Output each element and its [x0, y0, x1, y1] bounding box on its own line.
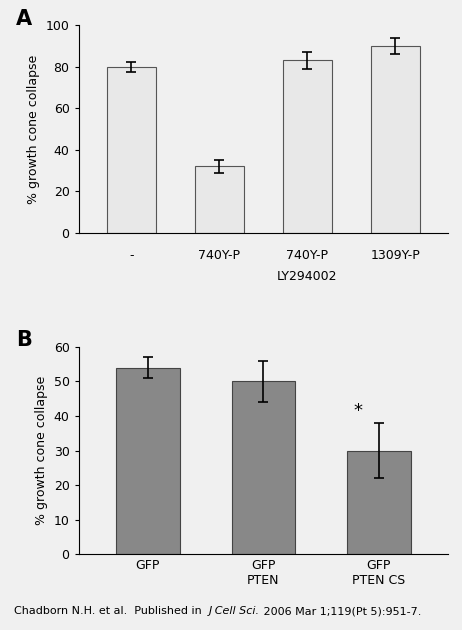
Bar	[195, 166, 243, 232]
Y-axis label: % growth cone collapse: % growth cone collapse	[27, 54, 40, 203]
Text: B: B	[16, 330, 31, 350]
Text: *: *	[353, 401, 363, 420]
Bar	[283, 60, 332, 232]
Text: 2006 Mar 1;119(Pt 5):951-7.: 2006 Mar 1;119(Pt 5):951-7.	[260, 606, 421, 616]
Bar	[371, 46, 419, 232]
Bar	[107, 67, 156, 232]
Text: Chadborn N.H. et al.  Published in: Chadborn N.H. et al. Published in	[14, 606, 209, 616]
Text: 740Y-P: 740Y-P	[198, 249, 240, 262]
Bar	[116, 368, 180, 554]
Text: A: A	[16, 9, 32, 28]
Text: 740Y-P: 740Y-P	[286, 249, 328, 262]
Text: LY294002: LY294002	[277, 270, 338, 283]
Text: 1309Y-P: 1309Y-P	[371, 249, 420, 262]
Text: J Cell Sci.: J Cell Sci.	[209, 606, 260, 616]
Bar	[231, 381, 295, 554]
Text: -: -	[129, 249, 134, 262]
Bar	[347, 450, 411, 554]
Y-axis label: % growth cone collapse: % growth cone collapse	[35, 376, 48, 525]
